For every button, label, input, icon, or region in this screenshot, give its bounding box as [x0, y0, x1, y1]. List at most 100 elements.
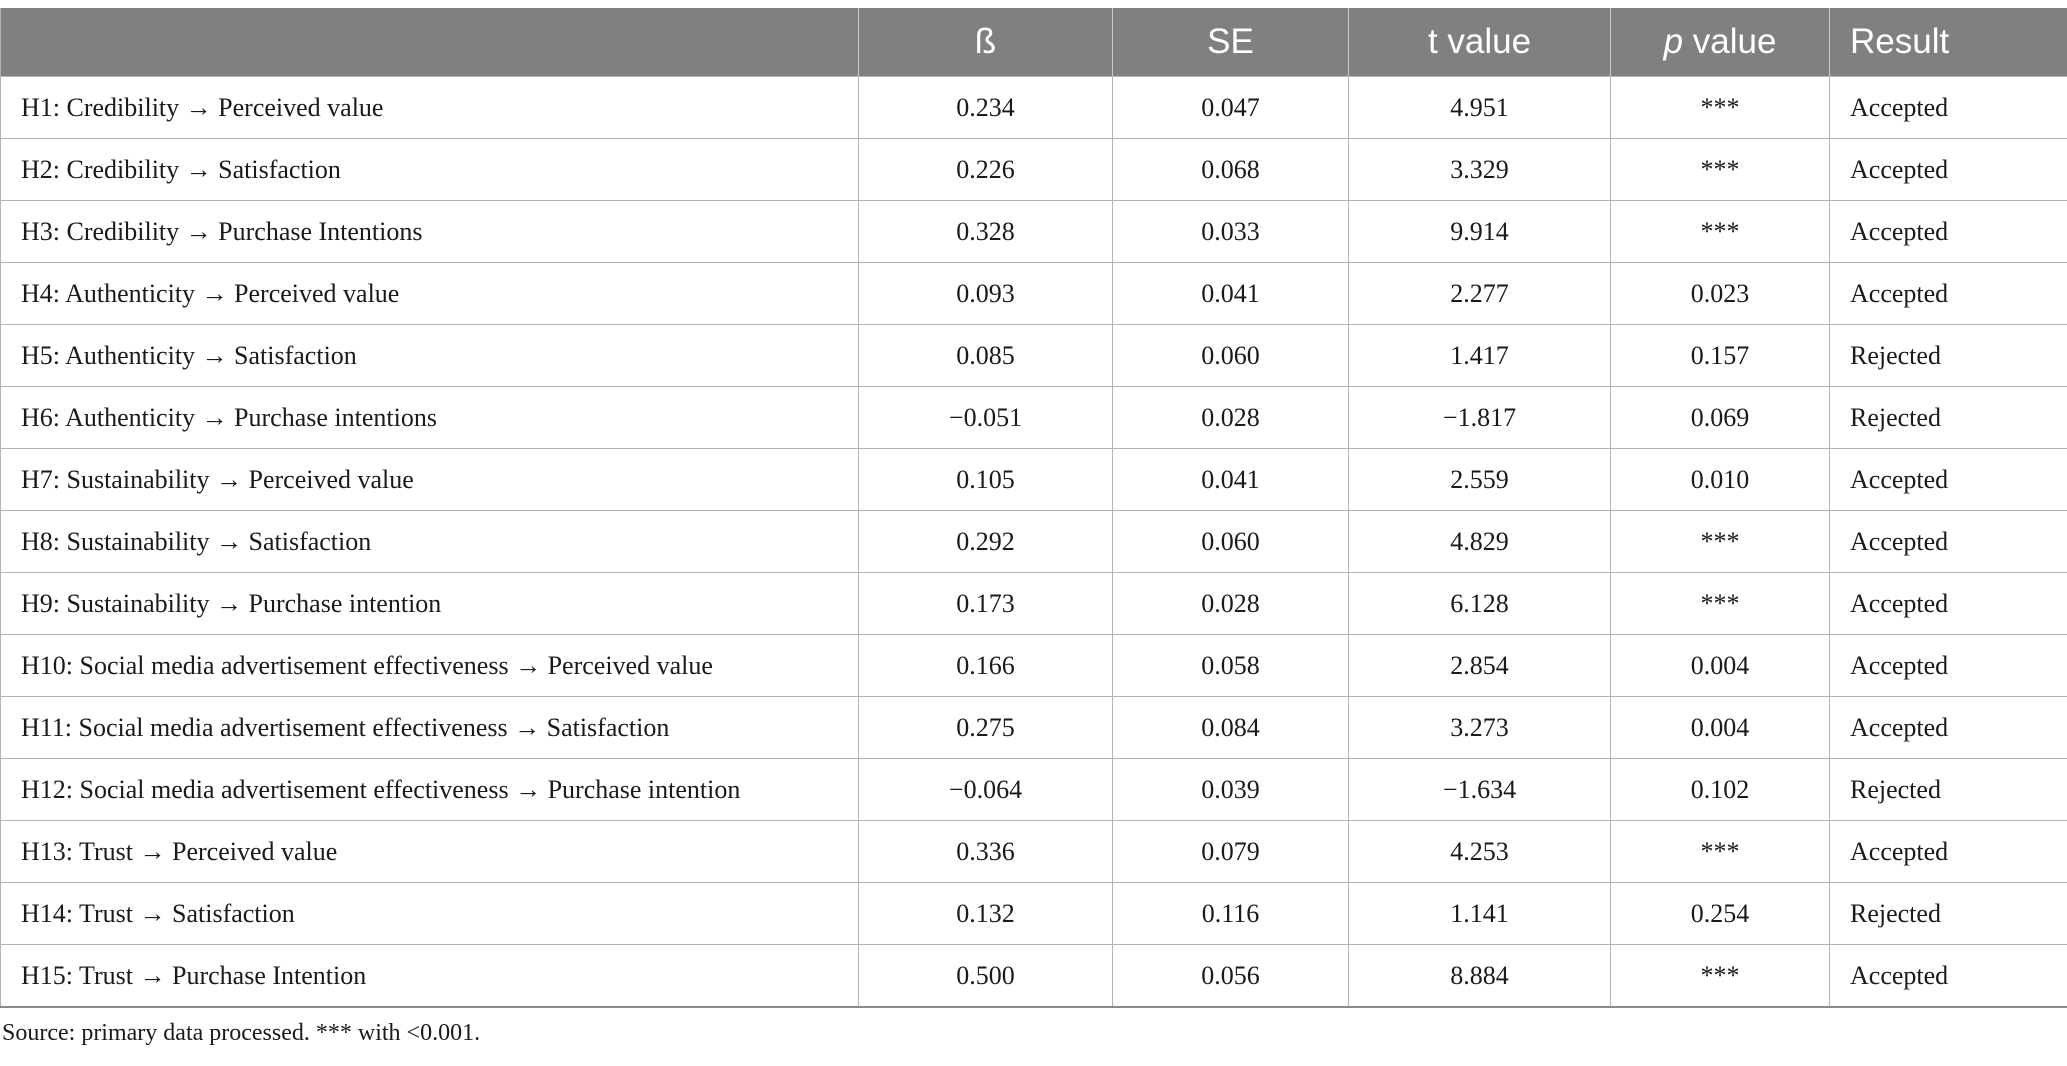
header-p-italic: p	[1663, 22, 1684, 61]
cell-hypothesis: H5: Authenticity → Satisfaction	[0, 324, 859, 387]
cell-result: Rejected	[1829, 882, 2067, 945]
cell-p-value: ***	[1610, 510, 1830, 573]
cell-p-value: ***	[1610, 820, 1830, 883]
cell-beta: 0.093	[858, 262, 1113, 325]
cell-se: 0.060	[1112, 324, 1349, 387]
cell-result: Accepted	[1829, 696, 2067, 759]
header-beta: ß	[858, 8, 1113, 77]
table-row: H3: Credibility → Purchase Intentions 0.3…	[0, 200, 2067, 263]
cell-beta: 0.226	[858, 138, 1113, 201]
cell-p-value: 0.023	[1610, 262, 1830, 325]
cell-p-value: ***	[1610, 944, 1830, 1008]
cell-se: 0.058	[1112, 634, 1349, 697]
cell-hypothesis: H2: Credibility → Satisfaction	[0, 138, 859, 201]
cell-beta: 0.105	[858, 448, 1113, 511]
cell-result: Rejected	[1829, 758, 2067, 821]
table-row: H11: Social media advertisement effectiv…	[0, 696, 2067, 759]
cell-beta: −0.051	[858, 386, 1113, 449]
cell-beta: 0.328	[858, 200, 1113, 263]
table-row: H2: Credibility → Satisfaction 0.226 0.068…	[0, 138, 2067, 201]
cell-result: Accepted	[1829, 634, 2067, 697]
cell-result: Accepted	[1829, 820, 2067, 883]
cell-p-value: ***	[1610, 76, 1830, 139]
cell-beta: 0.292	[858, 510, 1113, 573]
cell-hypothesis: H8: Sustainability → Satisfaction	[0, 510, 859, 573]
cell-p-value: ***	[1610, 200, 1830, 263]
cell-result: Accepted	[1829, 76, 2067, 139]
cell-beta: −0.064	[858, 758, 1113, 821]
cell-p-value: 0.004	[1610, 634, 1830, 697]
table-row: H5: Authenticity → Satisfaction 0.085 0.06…	[0, 324, 2067, 387]
cell-t-value: 1.141	[1348, 882, 1611, 945]
cell-result: Accepted	[1829, 572, 2067, 635]
header-p-value: p value	[1610, 8, 1830, 77]
table-row: H6: Authenticity → Purchase intentions −0…	[0, 386, 2067, 449]
table-header: ß SE t value p value Result	[0, 8, 2067, 77]
cell-se: 0.116	[1112, 882, 1349, 945]
header-row: ß SE t value p value Result	[0, 8, 2067, 77]
cell-beta: 0.336	[858, 820, 1113, 883]
cell-se: 0.041	[1112, 448, 1349, 511]
cell-p-value: 0.069	[1610, 386, 1830, 449]
cell-t-value: 4.253	[1348, 820, 1611, 883]
cell-p-value: ***	[1610, 138, 1830, 201]
cell-result: Rejected	[1829, 324, 2067, 387]
cell-t-value: 8.884	[1348, 944, 1611, 1008]
cell-hypothesis: H15: Trust → Purchase Intention	[0, 944, 859, 1008]
cell-beta: 0.275	[858, 696, 1113, 759]
table-row: H8: Sustainability → Satisfaction 0.292 0.…	[0, 510, 2067, 573]
table-footnote: Source: primary data processed. *** with…	[2, 1020, 481, 1046]
cell-p-value: 0.102	[1610, 758, 1830, 821]
cell-t-value: −1.634	[1348, 758, 1611, 821]
cell-result: Accepted	[1829, 200, 2067, 263]
cell-hypothesis: H10: Social media advertisement effectiv…	[0, 634, 859, 697]
table-row: H12: Social media advertisement effectiv…	[0, 758, 2067, 821]
cell-t-value: 4.951	[1348, 76, 1611, 139]
cell-result: Rejected	[1829, 386, 2067, 449]
cell-hypothesis: H13: Trust → Perceived value	[0, 820, 859, 883]
cell-hypothesis: H1: Credibility → Perceived value	[0, 76, 859, 139]
header-t-value: t value	[1348, 8, 1611, 77]
cell-t-value: 2.277	[1348, 262, 1611, 325]
cell-beta: 0.173	[858, 572, 1113, 635]
table-row: H10: Social media advertisement effectiv…	[0, 634, 2067, 697]
cell-hypothesis: H3: Credibility → Purchase Intentions	[0, 200, 859, 263]
cell-p-value: 0.010	[1610, 448, 1830, 511]
hypothesis-results-table: ß SE t value p value Result H1: Credibil…	[0, 8, 2067, 1008]
table-row: H1: Credibility → Perceived value 0.234 0.…	[0, 76, 2067, 139]
cell-t-value: 1.417	[1348, 324, 1611, 387]
cell-t-value: 6.128	[1348, 572, 1611, 635]
cell-result: Accepted	[1829, 262, 2067, 325]
cell-se: 0.079	[1112, 820, 1349, 883]
cell-hypothesis: H12: Social media advertisement effectiv…	[0, 758, 859, 821]
cell-se: 0.084	[1112, 696, 1349, 759]
table-row: H13: Trust → Perceived value 0.336 0.079 4.…	[0, 820, 2067, 883]
cell-hypothesis: H11: Social media advertisement effectiv…	[0, 696, 859, 759]
cell-p-value: 0.004	[1610, 696, 1830, 759]
cell-beta: 0.234	[858, 76, 1113, 139]
cell-result: Accepted	[1829, 510, 2067, 573]
cell-beta: 0.085	[858, 324, 1113, 387]
cell-result: Accepted	[1829, 138, 2067, 201]
table-row: H7: Sustainability → Perceived value 0.10…	[0, 448, 2067, 511]
header-p-rest: value	[1683, 22, 1777, 61]
cell-p-value: 0.157	[1610, 324, 1830, 387]
cell-t-value: 9.914	[1348, 200, 1611, 263]
table-body: H1: Credibility → Perceived value 0.234 0.…	[0, 76, 2067, 1008]
cell-t-value: −1.817	[1348, 386, 1611, 449]
cell-beta: 0.132	[858, 882, 1113, 945]
cell-se: 0.047	[1112, 76, 1349, 139]
cell-result: Accepted	[1829, 448, 2067, 511]
table-row: H15: Trust → Purchase Intention 0.500 0.05…	[0, 944, 2067, 1008]
header-hypothesis	[0, 8, 859, 77]
cell-hypothesis: H9: Sustainability → Purchase intention	[0, 572, 859, 635]
table-row: H4: Authenticity → Perceived value 0.093 0…	[0, 262, 2067, 325]
cell-t-value: 3.329	[1348, 138, 1611, 201]
cell-t-value: 2.854	[1348, 634, 1611, 697]
cell-beta: 0.500	[858, 944, 1113, 1008]
cell-hypothesis: H7: Sustainability → Perceived value	[0, 448, 859, 511]
cell-se: 0.033	[1112, 200, 1349, 263]
cell-se: 0.028	[1112, 386, 1349, 449]
header-result: Result	[1829, 8, 2067, 77]
cell-se: 0.068	[1112, 138, 1349, 201]
